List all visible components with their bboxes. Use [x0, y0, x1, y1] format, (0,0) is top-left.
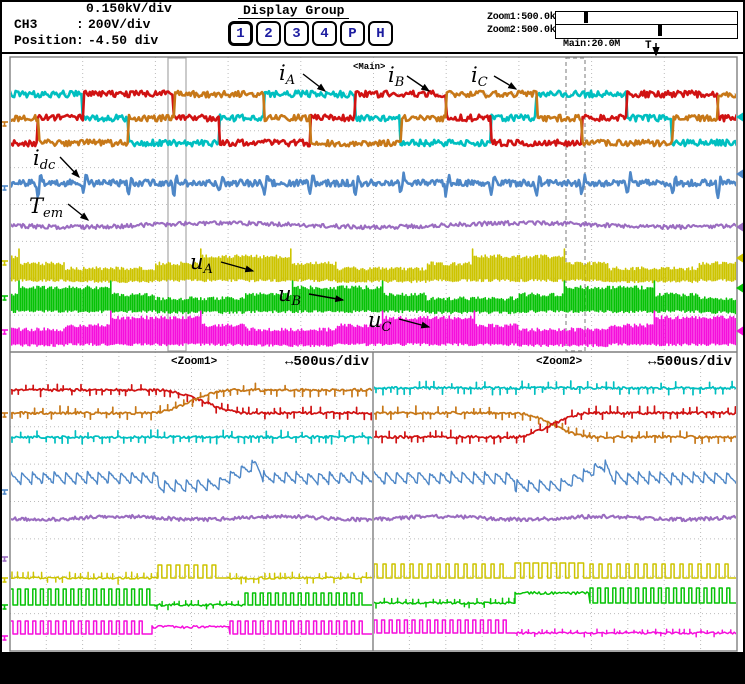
- trace-label-iC: iC: [471, 63, 488, 91]
- channel-ground-marker-blue-6: [1, 489, 8, 495]
- label-arrow-iB: [406, 75, 431, 92]
- trace-pwm-uA-yellow: [11, 248, 736, 284]
- channel-ground-marker-yellow-8: [1, 577, 8, 583]
- zoom1-window-tag: <Zoom1>: [171, 356, 218, 368]
- trace-label-uA: uA: [190, 250, 213, 278]
- trace-pwm-uB-green: [11, 280, 736, 315]
- zoom2-readout: Zoom2:500.0k: [487, 25, 556, 36]
- trace-dc-link-current-blue: [11, 171, 736, 200]
- channel-colon: :: [76, 17, 84, 32]
- label-arrow-Tem: [67, 203, 90, 221]
- trace-label-iA: iA: [279, 61, 296, 89]
- trace-z1-uB: [11, 588, 372, 611]
- channel-ground-marker-magenta-4: [1, 329, 8, 335]
- trace-phase-current-orange: [11, 89, 736, 148]
- channel-level-marker-blue[interactable]: [736, 169, 743, 179]
- main-timebase-readout: Main:20.0M: [563, 39, 621, 50]
- label-arrow-iA: [302, 73, 327, 92]
- display-group-title: Display Group: [238, 3, 350, 19]
- h-arrow-icon: ↔: [648, 354, 657, 370]
- trace-z1-orange: [11, 382, 372, 421]
- channel-level-marker-magenta[interactable]: [736, 326, 743, 336]
- channel-level-marker-purple[interactable]: [736, 222, 743, 232]
- channel-ground-marker-blue-1: [1, 185, 8, 191]
- trace-z1-torque: [11, 513, 372, 523]
- channel-scale: 200V/div: [88, 17, 151, 32]
- channel-level-marker-cyan[interactable]: [736, 112, 743, 122]
- trace-label-uB: uB: [278, 282, 302, 310]
- channel-level-marker-yellow[interactable]: [736, 253, 743, 263]
- trace-z1-cyan: [11, 429, 372, 445]
- trigger-marker-label: T: [645, 40, 652, 52]
- bottom-black-band: [0, 652, 745, 684]
- trace-z2-uA: [374, 562, 736, 579]
- display-group-button-4[interactable]: 4: [312, 21, 337, 46]
- zoom2-window-tag: <Zoom2>: [536, 356, 583, 368]
- trace-z1-red: [11, 383, 372, 421]
- channel-level-marker-green[interactable]: [736, 283, 743, 293]
- trace-label-iB: iB: [388, 63, 405, 91]
- label-arrow-idc: [59, 156, 80, 179]
- channel-ground-marker-green-9: [1, 604, 8, 610]
- zoom2-range-marker[interactable]: [658, 25, 662, 36]
- display-group-button-P[interactable]: P: [340, 21, 365, 46]
- zoom1-region-box[interactable]: [167, 57, 187, 352]
- channel-ground-marker-orange-0: [1, 121, 8, 127]
- header-separator: [0, 52, 745, 54]
- trace-z2-cyan: [374, 380, 736, 396]
- trace-z2-uC: [374, 619, 736, 638]
- display-group-button-H[interactable]: H: [368, 21, 393, 46]
- trace-z2-torque: [374, 513, 736, 523]
- channel-ground-marker-yellow-2: [1, 260, 8, 266]
- position-colon: :: [76, 33, 84, 48]
- trace-z2-red: [374, 405, 736, 445]
- channel-ground-marker-green-3: [1, 295, 8, 301]
- trace-phase-current-red: [11, 89, 736, 148]
- trace-z2-uB: [374, 587, 736, 609]
- plot-borders: [9, 56, 738, 652]
- label-arrow-iC: [493, 75, 518, 90]
- trace-label-idc: idc: [33, 146, 56, 174]
- trace-z2-orange: [374, 405, 736, 445]
- display-group-button-3[interactable]: 3: [284, 21, 309, 46]
- main-window-tag: <Main>: [353, 62, 386, 72]
- label-arrow-uB: [308, 293, 345, 303]
- zoom2-range-bar[interactable]: [555, 24, 738, 39]
- position-value: -4.50 div: [88, 33, 159, 48]
- label-arrow-uC: [398, 318, 431, 329]
- zoom2-region-box[interactable]: [565, 57, 586, 352]
- channel-alt-scale: 0.150kV/div: [86, 1, 172, 16]
- channel-ground-marker-purple-7: [1, 556, 8, 562]
- zoom1-timebase: ↔500us/div: [285, 354, 370, 370]
- zoom1-range-marker[interactable]: [584, 12, 588, 23]
- display-group-button-2[interactable]: 2: [256, 21, 281, 46]
- channel-name: CH3: [14, 17, 38, 32]
- trace-label-Tem: Tem: [29, 194, 64, 222]
- zoom2-timebase: ↔500us/div: [648, 354, 733, 370]
- trace-z1-uC: [11, 620, 372, 635]
- h-arrow-icon: ↔: [285, 354, 294, 370]
- label-arrow-uA: [220, 261, 255, 273]
- trace-phase-current-cyan: [11, 89, 736, 148]
- trace-z2-dc-saw: [374, 459, 736, 494]
- channel-ground-marker-magenta-10: [1, 635, 8, 641]
- position-label: Position: [14, 33, 77, 48]
- zoom1-readout: Zoom1:500.0k: [487, 12, 556, 23]
- trace-label-uC: uC: [368, 308, 392, 336]
- display-group-button-1[interactable]: 1: [228, 21, 253, 46]
- channel-ground-marker-orange-5: [1, 412, 8, 418]
- trace-z1-dc-saw: [11, 459, 372, 494]
- trace-torque-purple: [11, 219, 736, 231]
- trace-z1-uA: [11, 564, 372, 585]
- trace-pwm-uC-magenta: [11, 310, 736, 348]
